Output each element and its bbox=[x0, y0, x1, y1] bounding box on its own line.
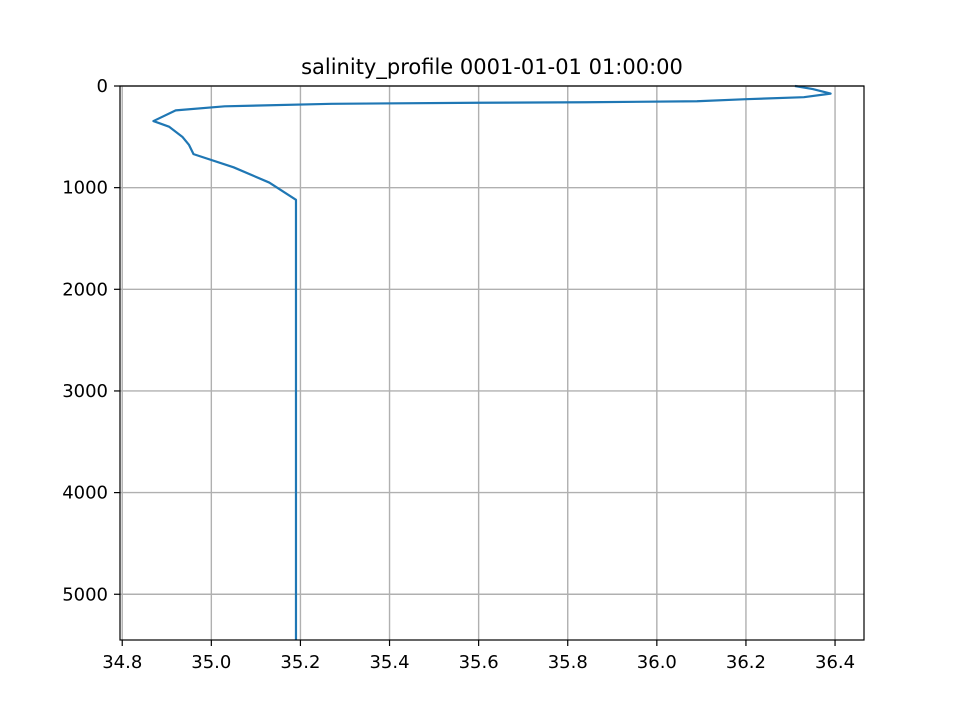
series-layer bbox=[152, 84, 832, 640]
x-tick-label: 35.6 bbox=[459, 652, 499, 673]
x-tick-label: 34.8 bbox=[102, 652, 142, 673]
y-tick-label: 1000 bbox=[62, 178, 108, 199]
x-tick-label: 35.0 bbox=[191, 652, 231, 673]
x-tick-label: 35.2 bbox=[280, 652, 320, 673]
ticks: 34.8 35.0 35.2 35.4 35.6 35.8 36.0 36.2 36.4 0 100… bbox=[62, 76, 855, 673]
y-tick-label: 3000 bbox=[62, 381, 108, 402]
x-tick-label: 35.4 bbox=[369, 652, 409, 673]
y-tick-label: 2000 bbox=[62, 279, 108, 300]
x-tick-label: 36.2 bbox=[726, 652, 766, 673]
y-tick-label: 4000 bbox=[62, 483, 108, 504]
y-tick-label: 5000 bbox=[62, 584, 108, 605]
y-tick-label: 0 bbox=[97, 76, 108, 97]
grid bbox=[120, 85, 864, 640]
axes bbox=[119, 85, 865, 641]
salinity-series-line bbox=[152, 84, 832, 640]
x-tick-label: 36.0 bbox=[637, 652, 677, 673]
x-tick-label: 36.4 bbox=[815, 652, 855, 673]
chart-title: salinity_profile 0001-01-01 01:00:00 bbox=[301, 55, 683, 80]
axes-frame bbox=[119, 85, 865, 641]
x-tick-label: 35.8 bbox=[548, 652, 588, 673]
